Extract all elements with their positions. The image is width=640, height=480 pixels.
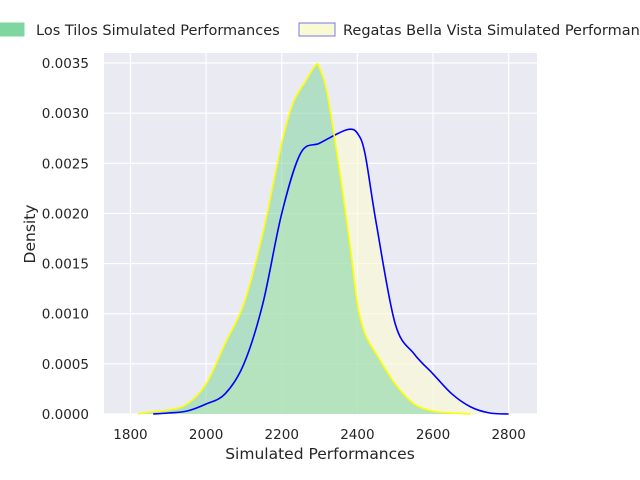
x-tick-label: 2000 bbox=[189, 427, 223, 443]
y-axis-label: Density bbox=[21, 205, 39, 264]
x-tick-label: 2400 bbox=[340, 427, 374, 443]
y-tick-label: 0.0000 bbox=[42, 407, 89, 423]
y-tick-label: 0.0020 bbox=[42, 206, 89, 222]
legend-label-los-tilos: Los Tilos Simulated Performances bbox=[36, 23, 280, 39]
x-tick-label: 2200 bbox=[265, 427, 299, 443]
area-fill-los-tilos bbox=[138, 63, 471, 414]
legend-swatch-los-tilos bbox=[0, 22, 25, 37]
x-tick-label: 2800 bbox=[491, 427, 525, 443]
x-axis-label: Simulated Performances bbox=[225, 445, 415, 463]
x-tick-label: 1800 bbox=[113, 427, 147, 443]
y-tick-label: 0.0010 bbox=[42, 307, 89, 323]
y-tick-label: 0.0005 bbox=[42, 357, 89, 373]
legend: Los Tilos Simulated Performances Regatas… bbox=[0, 22, 640, 39]
legend-label-regatas: Regatas Bella Vista Simulated Performanc… bbox=[343, 23, 640, 39]
series-layer bbox=[137, 62, 509, 415]
density-line-los-tilos bbox=[137, 62, 471, 415]
y-tick-label: 0.0035 bbox=[42, 56, 89, 72]
x-axis-ticks: 1800 2000 2200 2400 2600 2800 bbox=[113, 427, 526, 443]
y-tick-label: 0.0030 bbox=[42, 106, 89, 122]
y-tick-label: 0.0025 bbox=[42, 156, 89, 172]
x-tick-label: 2600 bbox=[416, 427, 450, 443]
y-tick-label: 0.0015 bbox=[42, 257, 89, 273]
legend-swatch-regatas bbox=[298, 22, 336, 37]
density-line-regatas bbox=[153, 128, 509, 415]
y-axis-ticks: 0.0000 0.0005 0.0010 0.0015 0.0020 0.0025 0.00… bbox=[42, 56, 89, 423]
